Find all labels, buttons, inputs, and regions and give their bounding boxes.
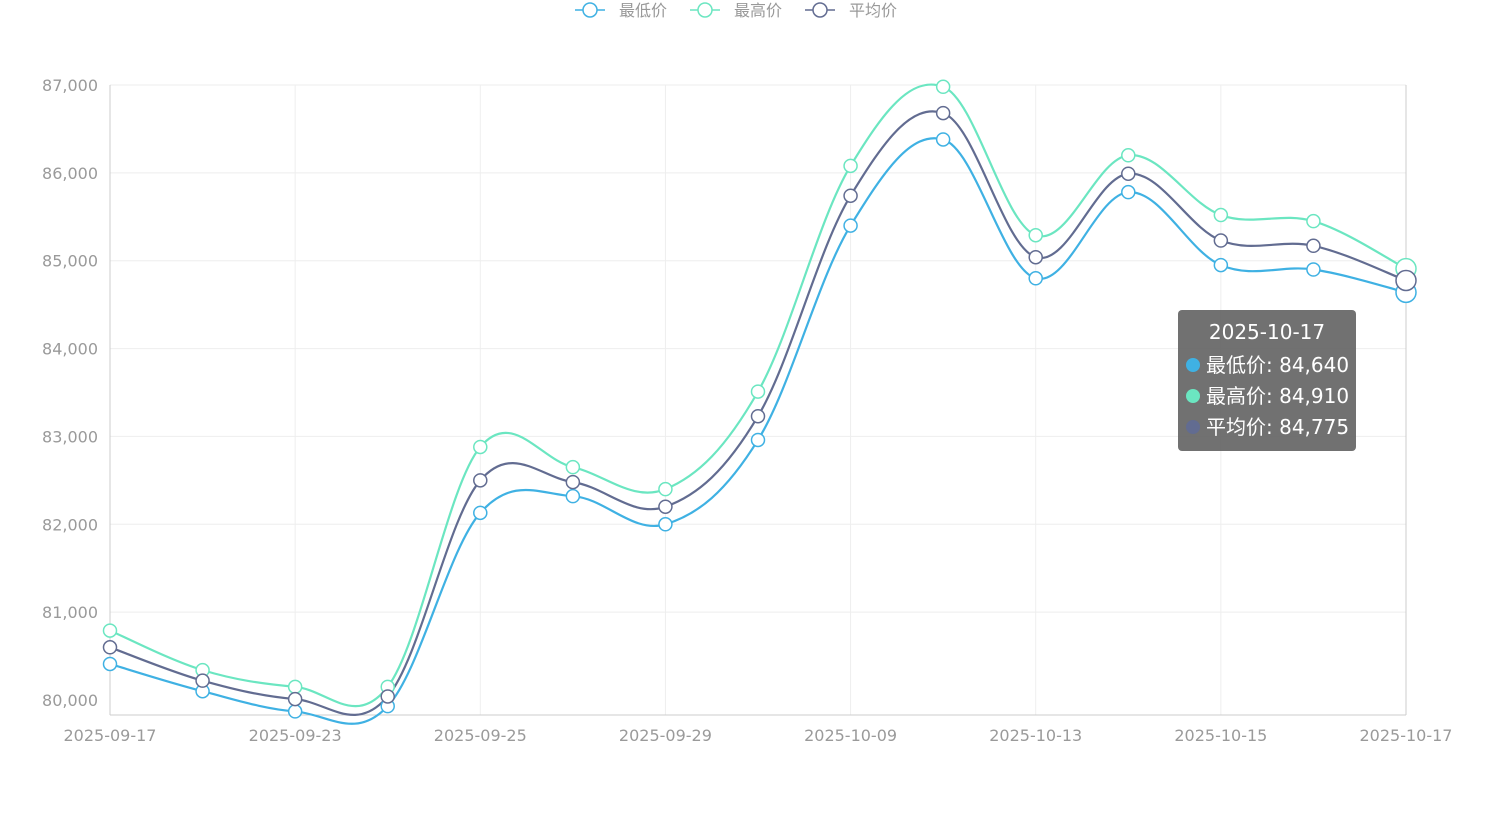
y-tick-label: 85,000	[42, 252, 98, 271]
highest-price-point	[102, 623, 118, 638]
average-price-point	[195, 673, 210, 688]
lowest-price-point	[935, 132, 951, 147]
highest-price-point	[287, 679, 303, 695]
lowest-price-point	[750, 432, 766, 448]
highest-price-point	[658, 481, 673, 497]
average-price-point	[565, 474, 581, 490]
average-price-point	[1028, 249, 1043, 265]
tooltip-value-avg: 平均价: 84,775	[1206, 415, 1350, 439]
series-points	[102, 79, 1417, 719]
highest-price-point	[565, 459, 581, 475]
x-tick-label: 2025-10-17	[1360, 726, 1453, 745]
average-price-point	[843, 188, 858, 203]
tooltip-value-low: 最低价: 84,640	[1206, 353, 1350, 377]
tooltip-value-high: 最高价: 84,910	[1206, 384, 1350, 408]
highest-price-point	[1028, 227, 1043, 243]
lowest-price-point	[287, 704, 303, 719]
average-price-point	[380, 689, 395, 704]
average-price-point	[750, 408, 766, 424]
y-tick-label: 81,000	[42, 603, 98, 622]
lowest-price-line	[109, 137, 1407, 725]
average-price-point	[935, 105, 951, 121]
average-price-line	[109, 110, 1407, 716]
y-tick-label: 84,000	[42, 340, 98, 359]
tooltip-row-high: 最高价: 84,910	[1186, 381, 1350, 412]
average-price-point	[658, 499, 673, 514]
series-lines	[109, 83, 1407, 725]
highest-price-point	[843, 158, 858, 174]
legend-marker-average-price	[812, 2, 828, 18]
tooltip-row-low: 最低价: 84,640	[1186, 350, 1350, 381]
average-price-point	[1121, 166, 1136, 181]
highest-price-line	[109, 83, 1407, 708]
tooltip-dot-low	[1186, 357, 1200, 372]
lowest-price-point	[658, 517, 673, 532]
tooltip-dot-high	[1186, 388, 1200, 403]
axes	[109, 85, 1407, 716]
x-tick-label: 2025-09-29	[619, 726, 712, 745]
legend-label-average-price: 平均价	[849, 1, 897, 20]
lowest-price-point	[102, 656, 118, 672]
lowest-price-point	[1213, 257, 1229, 273]
tooltip-row-avg: 平均价: 84,775	[1186, 412, 1350, 443]
y-tick-label: 86,000	[42, 164, 98, 183]
x-axis-tick-labels: 2025-09-17 2025-09-23 2025-09-25 2025-09-29…	[64, 726, 1453, 745]
y-axis-tick-labels: 80,000 81,000 82,000 83,000 84,000 85,000 86,0…	[42, 76, 98, 710]
highest-price-point	[1213, 207, 1229, 223]
x-tick-label: 2025-10-09	[804, 726, 897, 745]
x-tick-label: 2025-09-23	[249, 726, 342, 745]
lowest-price-point	[473, 505, 488, 521]
average-price-point	[102, 640, 118, 655]
legend[interactable]: 最低价 最高价 平均价	[575, 1, 897, 20]
lowest-price-point	[565, 488, 581, 504]
x-tick-label: 2025-10-15	[1174, 726, 1267, 745]
highest-price-point	[473, 439, 488, 455]
tooltip-title: 2025-10-17	[1208, 320, 1326, 344]
average-price-point	[287, 691, 303, 707]
highest-price-point	[750, 384, 766, 399]
highest-price-point	[935, 79, 951, 95]
legend-label-lowest-price: 最低价	[619, 1, 667, 20]
lowest-price-point	[1306, 262, 1321, 277]
x-tick-label: 2025-09-17	[64, 726, 157, 745]
y-tick-label: 87,000	[42, 76, 98, 95]
highest-price-point	[1121, 148, 1136, 163]
lowest-price-point	[843, 218, 858, 233]
legend-marker-highest-price	[697, 2, 713, 18]
average-price-point	[473, 473, 488, 488]
lowest-price-point	[1121, 184, 1136, 200]
tooltip-dot-avg	[1186, 419, 1200, 434]
highest-price-point	[1306, 213, 1321, 229]
x-tick-label: 2025-09-25	[434, 726, 527, 745]
legend-label-highest-price: 最高价	[734, 1, 782, 20]
y-tick-label: 83,000	[42, 427, 98, 446]
lowest-price-point	[1028, 271, 1043, 286]
tooltip: 2025-10-17 最低价: 84,640 最高价: 84,910 平均价: …	[1178, 310, 1356, 451]
x-tick-label: 2025-10-13	[989, 726, 1082, 745]
y-tick-label: 82,000	[42, 515, 98, 534]
y-tick-label: 80,000	[42, 691, 98, 710]
average-price-point	[1395, 269, 1417, 292]
legend-marker-lowest-price	[582, 2, 598, 18]
average-price-point	[1306, 238, 1321, 254]
average-price-point	[1213, 233, 1229, 248]
